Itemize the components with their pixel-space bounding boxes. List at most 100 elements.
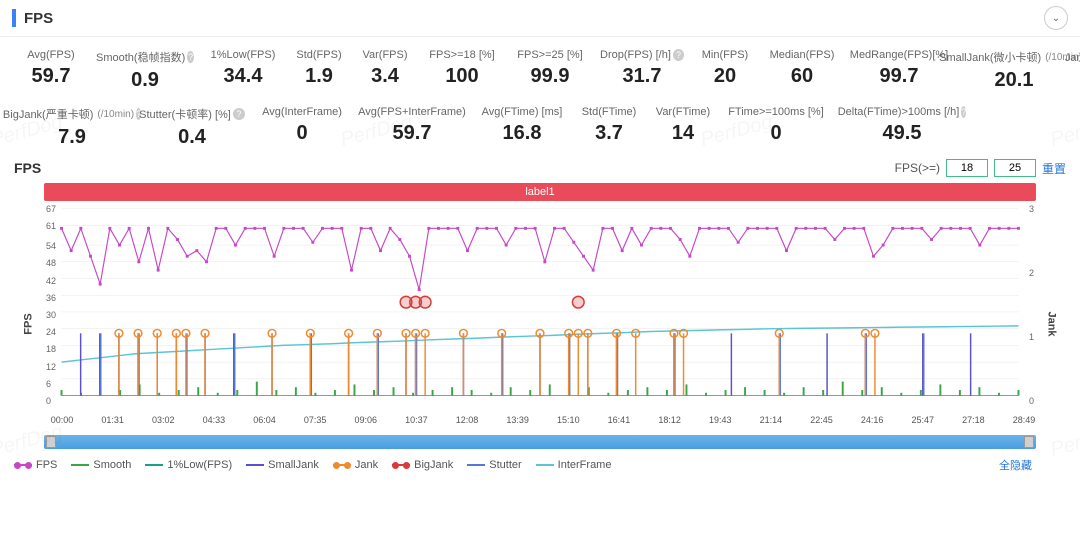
y-axis-left-label: FPS: [23, 313, 35, 334]
chart-section: FPS FPS(>=) 重置 label1 FPS Jank 0 61 2 18 24 3…: [0, 159, 1080, 475]
xtick: 16:41: [608, 415, 631, 425]
metric-avg-ftime-ms-: Avg(FTime) [ms] 16.8: [472, 102, 572, 153]
metric-label: Std(FTime): [578, 106, 640, 118]
legend-label: SmallJank: [268, 459, 319, 471]
ytick-left: 18: [46, 344, 56, 354]
scroll-handle-left[interactable]: [46, 436, 56, 448]
legend-item-fps[interactable]: FPS: [14, 459, 57, 471]
legend-swatch: [145, 464, 163, 466]
metric-value: 3.7: [578, 122, 640, 145]
xtick: 00:00: [51, 415, 74, 425]
legend-item-interframe[interactable]: InterFrame: [536, 459, 612, 471]
metric-value: 99.7: [850, 65, 948, 88]
xtick: 10:37: [405, 415, 428, 425]
filter-lo-input[interactable]: [946, 159, 988, 177]
metric-value: 49.5: [838, 122, 966, 145]
help-icon[interactable]: ?: [961, 106, 966, 118]
filter-hi-input[interactable]: [994, 159, 1036, 177]
legend-item-1%low(fps)[interactable]: 1%Low(FPS): [145, 459, 232, 471]
metric-min-fps-: Min(FPS)20: [690, 45, 760, 96]
metric-value: 99.9: [512, 65, 588, 88]
ytick-left: 24: [46, 327, 56, 337]
legend-item-smalljank[interactable]: SmallJank: [246, 459, 319, 471]
metric-label: Avg(FPS): [18, 49, 84, 61]
ytick-left: 42: [46, 276, 56, 286]
y-axis-right-label: Jank: [1045, 311, 1057, 336]
ytick-right: 2: [1029, 268, 1034, 278]
metric-label: SmallJank(微小卡顿)(/10min) ?: [960, 49, 1068, 65]
metric-label: Avg(InterFrame): [258, 106, 346, 118]
chart-title: FPS: [14, 160, 41, 176]
metrics-row-1: Avg(FPS)59.7Smooth(稳帧指数) ?0.91%Low(FPS)3…: [12, 45, 1068, 96]
help-icon[interactable]: ?: [673, 49, 684, 61]
metric-value: 0: [726, 122, 826, 145]
xtick: 09:06: [355, 415, 378, 425]
metric-fps-25-: FPS>=25 [%]99.9: [506, 45, 594, 96]
xtick: 12:08: [456, 415, 479, 425]
metric-std-ftime-: Std(FTime) 3.7: [572, 102, 646, 153]
legend-item-stutter[interactable]: Stutter: [467, 459, 521, 471]
legend-label: BigJank: [414, 459, 453, 471]
metric-value: 20.1: [960, 69, 1068, 92]
metric-delta-ftime-100ms-h-: Delta(FTime)>100ms [/h] ? 49.5: [832, 102, 972, 153]
ytick-left: 0: [46, 396, 51, 406]
legend-item-jank[interactable]: Jank: [333, 459, 378, 471]
xtick: 06:04: [253, 415, 276, 425]
reset-link[interactable]: 重置: [1042, 160, 1066, 177]
metric-var-ftime-: Var(FTime)14: [646, 102, 720, 153]
chart-svg[interactable]: [44, 203, 1036, 403]
metric-label: Avg(FTime) [ms]: [478, 106, 566, 118]
hide-all-link[interactable]: 全隐藏: [999, 457, 1032, 473]
metric-var-fps-: Var(FPS)3.4: [352, 45, 418, 96]
legend-label: 1%Low(FPS): [167, 459, 232, 471]
metric-label: FPS>=18 [%]: [424, 49, 500, 61]
xtick: 03:02: [152, 415, 175, 425]
legend-swatch: [536, 464, 554, 466]
metric-value: 0.9: [96, 69, 194, 92]
metric-value: 20: [696, 65, 754, 88]
xtick: 18:12: [658, 415, 681, 425]
xtick: 19:43: [709, 415, 732, 425]
metric-value: 59.7: [358, 122, 466, 145]
legend-swatch: [14, 464, 32, 466]
time-scrollbar[interactable]: [44, 435, 1036, 449]
metric-stutter-: Stutter(卡顿率) [%] ?0.4: [132, 102, 252, 153]
ytick-left: 61: [46, 221, 56, 231]
scroll-handle-right[interactable]: [1024, 436, 1034, 448]
xtick: 13:39: [506, 415, 529, 425]
collapse-button[interactable]: ⌄: [1044, 6, 1068, 30]
ytick-right: 1: [1029, 332, 1034, 342]
metric-value: 0.4: [138, 126, 246, 149]
legend-label: Stutter: [489, 459, 521, 471]
metric-1-low-fps-: 1%Low(FPS)34.4: [200, 45, 286, 96]
fps-filter: FPS(>=) 重置: [895, 159, 1066, 177]
xtick: 04:33: [203, 415, 226, 425]
legend-item-bigjank[interactable]: BigJank: [392, 459, 453, 471]
metric-value: 3.4: [358, 65, 412, 88]
metric-label: MedRange(FPS)[%]: [850, 49, 948, 61]
legend-label: InterFrame: [558, 459, 612, 471]
metric-value: 0: [258, 122, 346, 145]
label-bar[interactable]: label1: [44, 183, 1036, 201]
help-icon[interactable]: ?: [187, 51, 194, 63]
metric-value: 31.7: [600, 65, 684, 88]
help-icon[interactable]: ?: [233, 108, 245, 120]
xtick: 24:16: [861, 415, 884, 425]
filter-label: FPS(>=): [895, 161, 940, 175]
metric-label: Drop(FPS) [/h] ?: [600, 49, 684, 61]
metric-avg-fps-interframe-: Avg(FPS+InterFrame)59.7: [352, 102, 472, 153]
legend-item-smooth[interactable]: Smooth: [71, 459, 131, 471]
metric-value: 16.8: [478, 122, 566, 145]
ytick-left: 36: [46, 293, 56, 303]
metric-smooth-: Smooth(稳帧指数) ?0.9: [90, 45, 200, 96]
metric-label: Delta(FTime)>100ms [/h] ?: [838, 106, 966, 118]
ytick-left: 67: [46, 204, 56, 214]
xtick: 28:49: [1013, 415, 1036, 425]
metric-value: 7.9: [18, 126, 126, 149]
chart-area: FPS Jank 0612182430364248546167 0123 00:…: [14, 203, 1066, 433]
legend: FPS Smooth 1%Low(FPS) SmallJank Jank BigJank S…: [14, 455, 1066, 475]
metric-label: FTime>=100ms [%]: [726, 106, 826, 118]
legend-label: FPS: [36, 459, 57, 471]
ytick-right: 3: [1029, 204, 1034, 214]
metric-bigjank-: BigJank(严重卡顿)(/10min) ?7.9: [12, 102, 132, 153]
